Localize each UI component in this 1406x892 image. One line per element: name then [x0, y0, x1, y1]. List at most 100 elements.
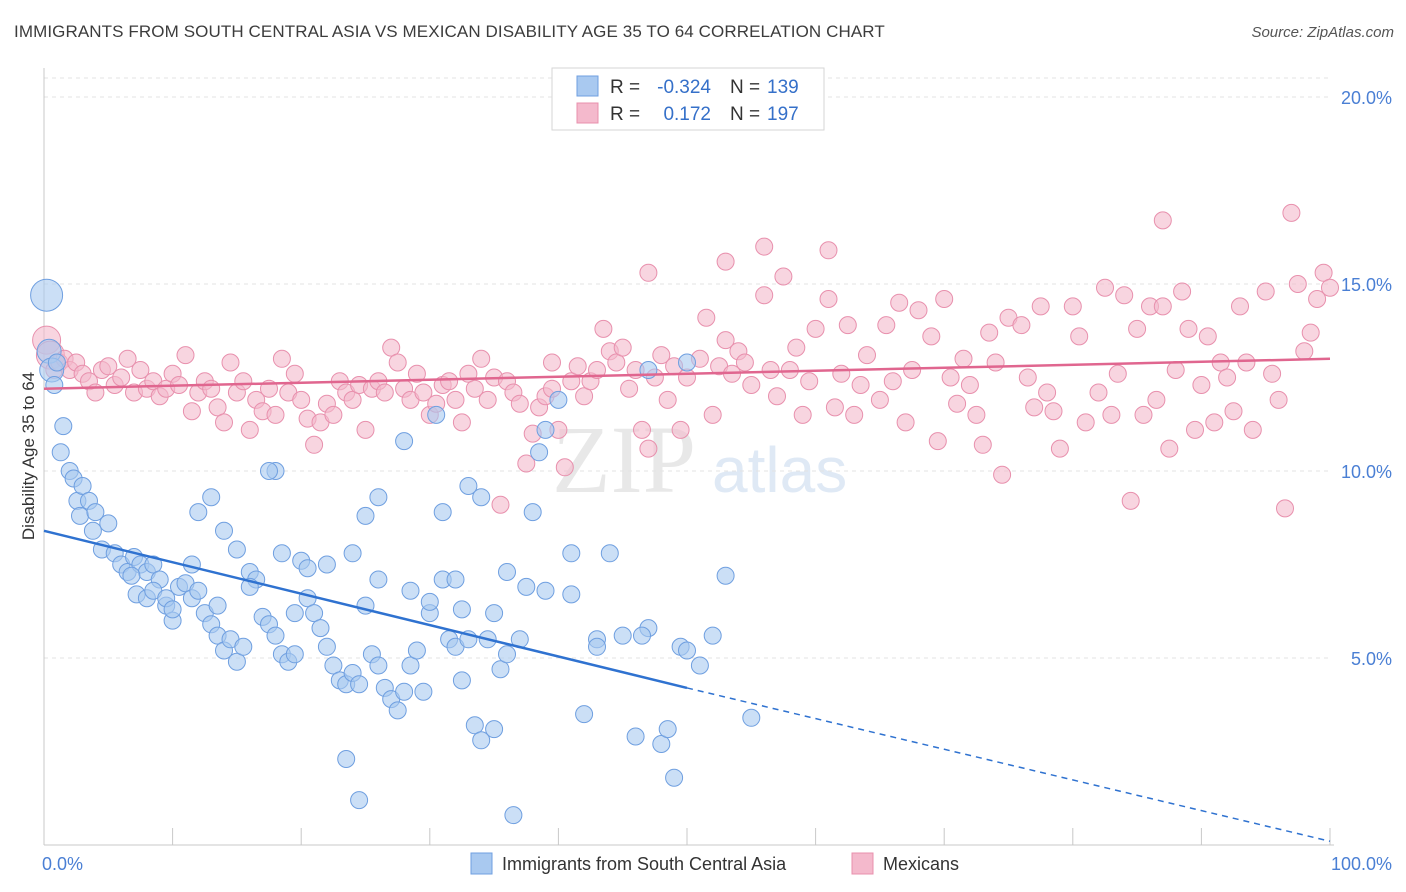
pink-point-153 — [1050, 439, 1069, 458]
blue-point-129 — [562, 585, 581, 604]
pink-point-127 — [870, 390, 889, 409]
pink-point-27 — [202, 379, 221, 398]
pink-point-72 — [491, 495, 510, 514]
blue-point-55 — [324, 656, 343, 675]
pink-point-70 — [478, 390, 497, 409]
x-axis-ticks — [172, 828, 1331, 845]
blue-point-117 — [227, 540, 246, 559]
pink-point-56 — [388, 353, 407, 372]
blue-point-84 — [530, 443, 549, 462]
pink-point-152 — [1044, 402, 1063, 421]
bottom-legend-label-pink: Mexicans — [883, 854, 959, 874]
pink-point-38 — [272, 349, 291, 368]
pink-point-32 — [234, 372, 253, 391]
pink-point-130 — [890, 293, 909, 312]
blue-point-88 — [575, 705, 594, 724]
y-tick-label-15: 15.0% — [1341, 275, 1392, 295]
pink-point-134 — [922, 327, 941, 346]
blue-point-105 — [350, 791, 369, 810]
pink-point-178 — [1224, 402, 1243, 421]
blue-point-132 — [678, 641, 696, 660]
blue-point-74 — [452, 671, 471, 690]
blue-point-104 — [337, 750, 356, 768]
legend-n-value-0: 139 — [767, 77, 799, 98]
pink-point-29 — [215, 413, 233, 432]
pink-point-169 — [1166, 361, 1185, 379]
pink-point-109 — [735, 353, 754, 372]
pink-point-66 — [452, 413, 471, 432]
pink-point-144 — [986, 353, 1005, 372]
pink-point-104 — [703, 405, 722, 424]
pink-point-190 — [1308, 290, 1327, 308]
legend: R = -0.324 N = 139 R = 0.172 N = 197 — [551, 67, 825, 131]
series-south-central-asia — [30, 278, 761, 825]
blue-point-69 — [414, 682, 433, 701]
pink-point-11 — [99, 357, 118, 376]
blue-point-92 — [626, 727, 645, 746]
pink-point-90 — [607, 353, 626, 372]
pink-point-118 — [800, 372, 819, 391]
pink-point-138 — [948, 394, 967, 413]
source-label: Source: ZipAtlas.com — [1251, 24, 1394, 41]
pink-point-43 — [305, 435, 324, 454]
blue-point-66 — [395, 682, 414, 701]
pink-point-124 — [845, 405, 864, 424]
pink-point-140 — [960, 376, 979, 394]
pink-point-33 — [240, 420, 259, 439]
legend-r-label-0: R = — [610, 77, 640, 98]
pink-point-194 — [716, 252, 735, 271]
pink-point-142 — [973, 435, 992, 454]
pink-point-148 — [1018, 368, 1037, 387]
bottom-legend-swatch-blue — [470, 852, 493, 875]
bottom-legend: Immigrants from South Central Asia Mexic… — [470, 852, 959, 875]
pink-point-100 — [671, 420, 690, 439]
blue-point-119 — [272, 544, 291, 563]
pink-point-126 — [858, 346, 876, 365]
pink-point-158 — [1096, 278, 1114, 297]
pink-point-131 — [896, 413, 915, 432]
x-tick-label-max: 100.0% — [1331, 854, 1392, 874]
blue-point-125 — [452, 600, 471, 619]
legend-n-label-1: N = — [730, 104, 760, 125]
y-tick-label-5: 5.0% — [1351, 649, 1392, 669]
blue-point-141 — [208, 596, 227, 615]
legend-n-value-1: 197 — [767, 104, 799, 125]
blue-point-0 — [30, 278, 64, 312]
blue-point-136 — [298, 559, 317, 578]
pink-point-164 — [1134, 405, 1153, 424]
pink-point-198 — [543, 353, 561, 372]
pink-point-111 — [755, 286, 774, 305]
blue-point-5 — [54, 417, 73, 436]
pink-point-182 — [1256, 282, 1275, 301]
blue-point-91 — [613, 626, 632, 645]
pink-point-171 — [1179, 319, 1198, 338]
pink-point-195 — [755, 237, 774, 256]
pink-point-28 — [208, 398, 227, 417]
pink-point-97 — [652, 346, 671, 365]
blue-point-100 — [703, 626, 722, 645]
blue-point-99 — [690, 656, 709, 675]
blue-point-102 — [742, 708, 761, 727]
blue-point-103 — [504, 806, 523, 825]
blue-point-41 — [234, 637, 253, 656]
bottom-legend-label-blue: Immigrants from South Central Asia — [502, 854, 787, 874]
blue-point-120 — [317, 555, 336, 574]
pink-point-175 — [1205, 413, 1224, 432]
pink-point-116 — [787, 338, 806, 357]
pink-point-172 — [1186, 420, 1204, 439]
pink-point-122 — [832, 364, 851, 383]
series-mexicans — [32, 203, 1339, 518]
pink-point-181 — [1243, 420, 1262, 439]
pink-point-98 — [658, 390, 677, 409]
blue-point-113 — [260, 462, 278, 480]
pink-point-125 — [851, 376, 870, 394]
blue-point-128 — [536, 581, 555, 600]
pink-point-136 — [935, 290, 954, 308]
legend-swatch-pink — [576, 102, 599, 124]
pink-point-60 — [414, 383, 433, 402]
blue-point-87 — [562, 544, 581, 563]
pink-point-149 — [1025, 398, 1044, 417]
pink-point-101 — [678, 368, 696, 387]
pink-point-188 — [1295, 342, 1314, 361]
